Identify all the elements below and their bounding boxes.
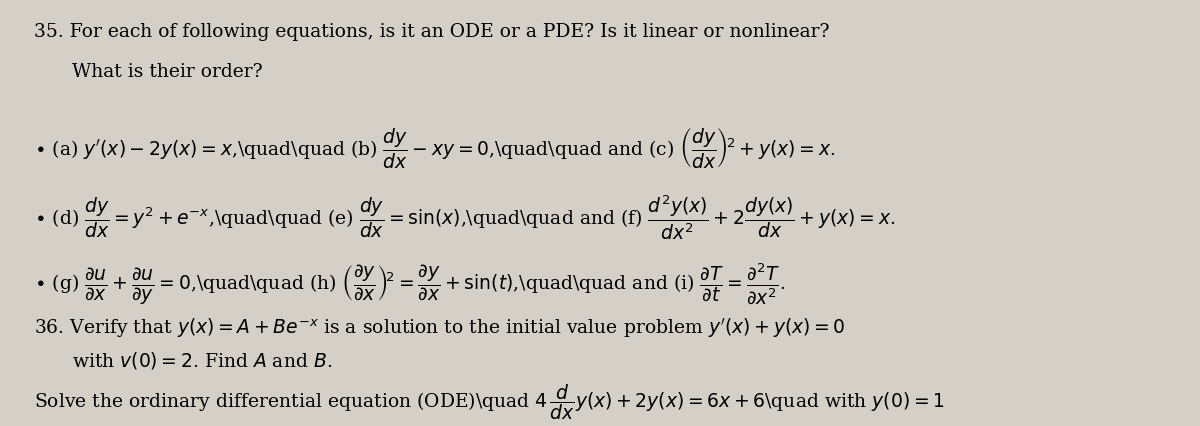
Text: 36. Verify that $y(x) = A + Be^{-x}$ is a solution to the initial value problem : 36. Verify that $y(x) = A + Be^{-x}$ is … bbox=[34, 315, 845, 339]
Text: with $v(0) = 2$. Find $A$ and $B$.: with $v(0) = 2$. Find $A$ and $B$. bbox=[72, 349, 332, 370]
Text: Solve the ordinary differential equation (ODE)\quad $4\,\dfrac{d}{dx}y(x) + 2y(x: Solve the ordinary differential equation… bbox=[34, 382, 944, 421]
Text: $\bullet$ (g) $\dfrac{\partial u}{\partial x} + \dfrac{\partial u}{\partial y} =: $\bullet$ (g) $\dfrac{\partial u}{\parti… bbox=[34, 262, 785, 307]
Text: What is their order?: What is their order? bbox=[72, 63, 263, 81]
Text: $\bullet$ (d) $\dfrac{dy}{dx} = y^2 + e^{-x}$,\quad\quad (e) $\dfrac{dy}{dx} = \: $\bullet$ (d) $\dfrac{dy}{dx} = y^2 + e^… bbox=[34, 193, 895, 242]
Text: $\bullet$ (a) $y'(x) - 2y(x) = x$,\quad\quad (b) $\dfrac{dy}{dx} - xy = 0$,\quad: $\bullet$ (a) $y'(x) - 2y(x) = x$,\quad\… bbox=[34, 124, 835, 169]
Text: 35. For each of following equations, is it an ODE or a PDE? Is it linear or nonl: 35. For each of following equations, is … bbox=[34, 23, 829, 41]
